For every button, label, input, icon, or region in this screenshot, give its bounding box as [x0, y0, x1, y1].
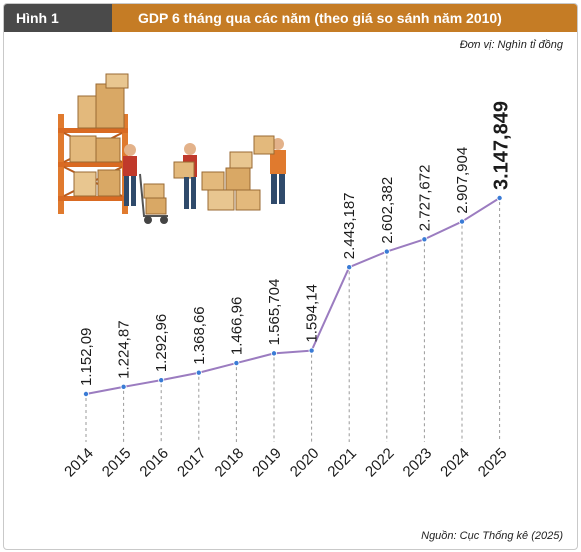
data-label: 2.443,187 [341, 192, 358, 259]
x-tick-label: 2022 [362, 445, 398, 481]
data-point [496, 194, 503, 201]
data-point [308, 347, 315, 354]
data-label: 1.368,66 [191, 306, 208, 364]
data-label: 1.152,09 [78, 328, 95, 386]
x-tick-label: 2015 [99, 445, 135, 481]
x-tick-label: 2021 [324, 445, 360, 481]
figure-frame: Hình 1 GDP 6 tháng qua các năm (theo giá… [3, 3, 578, 550]
data-point [83, 390, 90, 397]
x-tick-label: 2018 [212, 445, 248, 481]
source-note: Nguồn: Cục Thống kê (2025) [421, 530, 563, 542]
data-point [158, 377, 165, 384]
data-label: 2.727,672 [416, 165, 433, 232]
figure-header: Hình 1 GDP 6 tháng qua các năm (theo giá… [4, 4, 577, 32]
data-label: 1.594,14 [304, 284, 321, 342]
hand-truck-icon [139, 173, 168, 224]
x-tick-label: 2016 [136, 445, 172, 481]
data-label: 2.602,382 [379, 177, 396, 244]
data-label: 1.224,87 [116, 320, 133, 378]
data-point [346, 264, 353, 271]
data-point [195, 369, 202, 376]
data-point [270, 350, 277, 357]
data-point [120, 383, 127, 390]
data-point [421, 236, 428, 243]
data-label: 1.292,96 [153, 314, 170, 372]
x-tick-label: 2017 [174, 445, 210, 481]
data-label: 3.147,849 [491, 101, 513, 190]
x-tick-label: 2024 [437, 445, 473, 481]
warehouse-shelf-illustration [58, 73, 129, 214]
x-tick-label: 2025 [475, 445, 511, 481]
data-label: 1.565,704 [266, 279, 283, 346]
warehouse-illustration [58, 73, 286, 224]
data-label: 2.907,904 [454, 147, 471, 214]
workers-carrying-boxes-illustration [123, 135, 286, 224]
x-tick-label: 2023 [400, 445, 436, 481]
data-point [458, 218, 465, 225]
data-point [383, 248, 390, 255]
figure-label: Hình 1 [4, 4, 112, 32]
data-label: 1.466,96 [228, 297, 245, 355]
x-tick-label: 2014 [61, 445, 97, 481]
unit-note: Đơn vị: Nghìn tỉ đồng [459, 39, 563, 51]
data-point [233, 360, 240, 367]
x-tick-label: 2019 [249, 445, 285, 481]
figure-title: GDP 6 tháng qua các năm (theo giá so sán… [112, 4, 577, 32]
series-line [85, 197, 501, 395]
x-tick-label: 2020 [287, 445, 323, 481]
gdp-line-chart: 1.152,09 1.224,87 1.292,96 1.368,66 1.466,96… [61, 101, 513, 481]
